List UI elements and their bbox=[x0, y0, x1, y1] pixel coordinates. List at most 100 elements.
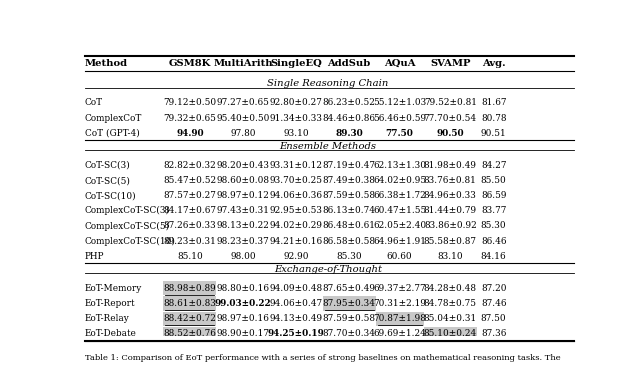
Text: 84.27: 84.27 bbox=[481, 161, 506, 170]
Text: 87.59±0.58: 87.59±0.58 bbox=[323, 314, 376, 323]
Text: 84.17±0.67: 84.17±0.67 bbox=[163, 206, 216, 215]
Text: 80.78: 80.78 bbox=[481, 113, 506, 122]
Text: AddSub: AddSub bbox=[328, 59, 371, 68]
Text: EoT-Debate: EoT-Debate bbox=[85, 329, 137, 338]
Text: CoT (GPT-4): CoT (GPT-4) bbox=[85, 129, 140, 138]
Text: 94.25±0.19: 94.25±0.19 bbox=[268, 329, 324, 338]
Text: 60.60: 60.60 bbox=[387, 252, 413, 261]
Text: 83.76±0.81: 83.76±0.81 bbox=[424, 176, 477, 185]
Text: 87.95±0.34: 87.95±0.34 bbox=[323, 299, 376, 308]
Text: 60.47±1.55: 60.47±1.55 bbox=[373, 206, 426, 215]
Text: 94.13±0.49: 94.13±0.49 bbox=[269, 314, 323, 323]
Text: 86.58±0.58: 86.58±0.58 bbox=[323, 237, 376, 246]
Text: 86.59: 86.59 bbox=[481, 191, 506, 200]
Text: 90.50: 90.50 bbox=[436, 129, 464, 138]
Text: 98.97±0.16: 98.97±0.16 bbox=[216, 314, 269, 323]
Text: ComplexCoT-SC(10): ComplexCoT-SC(10) bbox=[85, 237, 176, 246]
Text: 89.30: 89.30 bbox=[335, 129, 363, 138]
Text: 86.13±0.74: 86.13±0.74 bbox=[323, 206, 376, 215]
Text: GSM8K: GSM8K bbox=[169, 59, 211, 68]
Text: 81.44±0.79: 81.44±0.79 bbox=[424, 206, 477, 215]
Text: 87.59±0.58: 87.59±0.58 bbox=[323, 191, 376, 200]
Text: 94.06±0.47: 94.06±0.47 bbox=[269, 299, 323, 308]
Text: 87.20: 87.20 bbox=[481, 284, 506, 293]
Text: 98.97±0.12: 98.97±0.12 bbox=[216, 191, 269, 200]
Text: 83.86±0.92: 83.86±0.92 bbox=[424, 222, 477, 231]
Text: 81.98±0.49: 81.98±0.49 bbox=[424, 161, 477, 170]
Text: 87.50: 87.50 bbox=[481, 314, 506, 323]
Text: 97.80: 97.80 bbox=[230, 129, 256, 138]
Text: 97.43±0.31: 97.43±0.31 bbox=[216, 206, 269, 215]
Text: 85.04±0.31: 85.04±0.31 bbox=[424, 314, 477, 323]
Text: 56.46±0.59: 56.46±0.59 bbox=[373, 113, 426, 122]
Text: ComplexCoT-SC(3): ComplexCoT-SC(3) bbox=[85, 206, 170, 215]
Bar bbox=[376, 311, 424, 326]
Text: 85.30: 85.30 bbox=[481, 222, 506, 231]
Text: 87.19±0.47: 87.19±0.47 bbox=[323, 161, 376, 170]
Text: SVAMP: SVAMP bbox=[430, 59, 470, 68]
Text: CoT-SC(5): CoT-SC(5) bbox=[85, 176, 131, 185]
Text: 86.46: 86.46 bbox=[481, 237, 506, 246]
Text: 64.96±1.91: 64.96±1.91 bbox=[373, 237, 426, 246]
Text: 98.90±0.17: 98.90±0.17 bbox=[216, 329, 269, 338]
Text: 85.10: 85.10 bbox=[177, 252, 203, 261]
Text: EoT-Memory: EoT-Memory bbox=[85, 284, 142, 293]
Text: 88.52±0.76: 88.52±0.76 bbox=[163, 329, 216, 338]
Text: 85.10±0.24: 85.10±0.24 bbox=[424, 329, 477, 338]
Text: 87.65±0.49: 87.65±0.49 bbox=[323, 284, 376, 293]
Text: 94.06±0.36: 94.06±0.36 bbox=[269, 191, 323, 200]
Text: 86.48±0.61: 86.48±0.61 bbox=[323, 222, 376, 231]
Text: Avg.: Avg. bbox=[482, 59, 506, 68]
Bar bbox=[163, 281, 216, 296]
Text: Table 1: Comparison of EoT performance with a series of strong baselines on math: Table 1: Comparison of EoT performance w… bbox=[85, 354, 561, 362]
Text: Ensemble Methods: Ensemble Methods bbox=[280, 141, 376, 150]
Text: 81.67: 81.67 bbox=[481, 98, 506, 107]
Text: 85.47±0.52: 85.47±0.52 bbox=[163, 176, 216, 185]
Text: 98.13±0.22: 98.13±0.22 bbox=[216, 222, 269, 231]
Text: 85.50: 85.50 bbox=[481, 176, 506, 185]
Text: 89.23±0.31: 89.23±0.31 bbox=[163, 237, 216, 246]
Text: 87.46: 87.46 bbox=[481, 299, 506, 308]
Text: 84.96±0.33: 84.96±0.33 bbox=[424, 191, 477, 200]
Text: SingleEQ: SingleEQ bbox=[270, 59, 322, 68]
Bar bbox=[323, 296, 376, 311]
Text: 79.52±0.81: 79.52±0.81 bbox=[424, 98, 477, 107]
Text: EoT-Relay: EoT-Relay bbox=[85, 314, 130, 323]
Text: 92.95±0.53: 92.95±0.53 bbox=[269, 206, 323, 215]
Text: 84.16: 84.16 bbox=[481, 252, 506, 261]
Text: 84.28±0.48: 84.28±0.48 bbox=[424, 284, 477, 293]
Text: 87.36: 87.36 bbox=[481, 329, 506, 338]
Text: 87.49±0.38: 87.49±0.38 bbox=[323, 176, 376, 185]
Text: 98.60±0.08: 98.60±0.08 bbox=[216, 176, 269, 185]
Text: 79.32±0.65: 79.32±0.65 bbox=[163, 113, 216, 122]
Bar bbox=[424, 327, 477, 341]
Text: 87.26±0.33: 87.26±0.33 bbox=[163, 222, 216, 231]
Text: 70.31±2.19: 70.31±2.19 bbox=[373, 299, 426, 308]
Text: 70.87±1.98: 70.87±1.98 bbox=[373, 314, 426, 323]
Text: 69.37±2.77: 69.37±2.77 bbox=[373, 284, 426, 293]
Text: 99.03±0.22: 99.03±0.22 bbox=[214, 299, 271, 308]
Text: MultiArith: MultiArith bbox=[213, 59, 273, 68]
Text: 98.80±0.16: 98.80±0.16 bbox=[216, 284, 269, 293]
Text: 92.90: 92.90 bbox=[284, 252, 308, 261]
Text: 92.80±0.27: 92.80±0.27 bbox=[269, 98, 323, 107]
Text: 69.69±1.24: 69.69±1.24 bbox=[373, 329, 426, 338]
Text: 94.90: 94.90 bbox=[176, 129, 204, 138]
Text: CoT: CoT bbox=[85, 98, 103, 107]
Text: 77.50: 77.50 bbox=[386, 129, 413, 138]
Text: EoT-Report: EoT-Report bbox=[85, 299, 136, 308]
Bar bbox=[163, 311, 216, 326]
Text: 91.34±0.33: 91.34±0.33 bbox=[269, 113, 323, 122]
Text: 85.58±0.87: 85.58±0.87 bbox=[424, 237, 477, 246]
Text: 62.13±1.30: 62.13±1.30 bbox=[373, 161, 426, 170]
Text: 85.30: 85.30 bbox=[336, 252, 362, 261]
Text: 86.23±0.52: 86.23±0.52 bbox=[323, 98, 376, 107]
Text: 93.10: 93.10 bbox=[283, 129, 309, 138]
Text: 55.12±1.03: 55.12±1.03 bbox=[373, 98, 426, 107]
Text: 77.70±0.54: 77.70±0.54 bbox=[424, 113, 477, 122]
Text: 82.82±0.32: 82.82±0.32 bbox=[163, 161, 216, 170]
Text: 98.00: 98.00 bbox=[230, 252, 256, 261]
Text: 88.61±0.83: 88.61±0.83 bbox=[163, 299, 216, 308]
Text: ComplexCoT: ComplexCoT bbox=[85, 113, 142, 122]
Text: 97.27±0.65: 97.27±0.65 bbox=[216, 98, 269, 107]
